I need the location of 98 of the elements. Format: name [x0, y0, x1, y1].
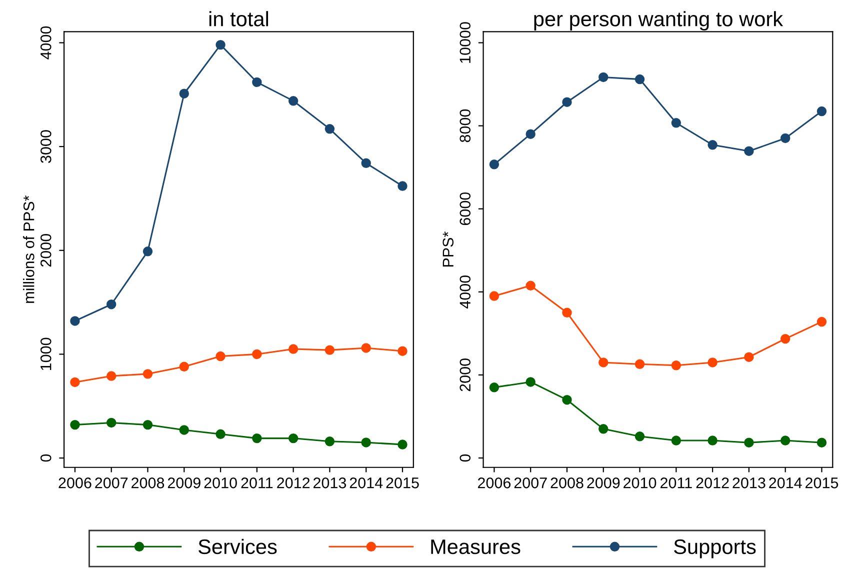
- point: [744, 352, 754, 362]
- point: [324, 124, 335, 134]
- point: [288, 96, 298, 106]
- point: [744, 438, 754, 448]
- point: [216, 40, 226, 50]
- point: [489, 382, 500, 392]
- point: [106, 371, 116, 381]
- x-tick-label: 2006: [478, 477, 511, 488]
- point: [216, 351, 226, 362]
- point: [361, 343, 371, 353]
- y-axis-title: millions of PPS*: [23, 195, 34, 303]
- point: [634, 74, 645, 84]
- point: [70, 420, 80, 430]
- point: [598, 358, 608, 368]
- y-tick-label: 2000: [460, 358, 471, 392]
- x-tick-label: 2008: [550, 477, 584, 488]
- point: [562, 97, 572, 107]
- point: [526, 280, 536, 291]
- y-tick-label: 4000: [40, 26, 52, 60]
- x-tick-label: 2011: [660, 477, 692, 488]
- point: [252, 349, 262, 360]
- point: [816, 316, 827, 327]
- x-tick-label: 2009: [587, 477, 620, 488]
- point: [179, 88, 190, 98]
- x-tick-label: 2008: [132, 477, 164, 488]
- point: [671, 436, 682, 446]
- point: [744, 146, 754, 156]
- x-tick-label: 2006: [58, 477, 92, 488]
- y-tick-label: 3000: [40, 130, 52, 163]
- point: [324, 436, 335, 446]
- y-tick-label: 1000: [40, 338, 52, 370]
- x-tick-label: 2007: [514, 477, 547, 488]
- point: [671, 360, 682, 370]
- point: [398, 346, 408, 356]
- x-tick-label: 2015: [806, 477, 838, 488]
- x-tick-label: 2014: [769, 477, 802, 488]
- y-tick-label: 8000: [460, 109, 471, 142]
- y-tick-label: 6000: [460, 192, 471, 226]
- point: [562, 308, 572, 318]
- point: [816, 106, 827, 116]
- chart-title: per person wanting to work: [534, 11, 784, 30]
- point: [780, 436, 790, 446]
- point: [252, 77, 262, 88]
- point: [598, 72, 608, 82]
- y-tick-label: 2000: [40, 234, 52, 267]
- point: [106, 300, 116, 310]
- x-tick-label: 2014: [350, 477, 383, 488]
- point: [708, 436, 718, 446]
- x-tick-label: 2012: [696, 477, 729, 488]
- point: [70, 316, 80, 326]
- point: [252, 433, 262, 444]
- point: [216, 429, 226, 440]
- point: [398, 181, 408, 191]
- point: [361, 438, 371, 448]
- point: [526, 129, 536, 139]
- point: [816, 438, 827, 448]
- point: [780, 334, 790, 344]
- point: [780, 133, 790, 144]
- point: [671, 118, 682, 128]
- y-tick-label: 10000: [460, 22, 471, 63]
- x-tick-label: 2013: [313, 477, 346, 488]
- point: [361, 158, 371, 168]
- y-tick-label: 4000: [460, 275, 471, 309]
- legend-label: Supports: [674, 539, 756, 558]
- point: [634, 359, 645, 369]
- legend-label: Measures: [431, 540, 520, 554]
- x-tick-label: 2013: [732, 477, 766, 488]
- chart-title: in total: [209, 11, 268, 26]
- x-tick-label: 2009: [168, 477, 200, 488]
- point: [142, 420, 153, 430]
- point: [708, 358, 718, 368]
- legend-label: Services: [198, 538, 277, 554]
- x-tick-label: 2010: [624, 477, 656, 488]
- point: [142, 369, 153, 379]
- point: [70, 377, 80, 388]
- y-axis-title: PPS*: [442, 232, 454, 267]
- point: [708, 140, 718, 150]
- point: [598, 424, 608, 434]
- point: [634, 432, 645, 442]
- point: [288, 433, 298, 444]
- y-tick-label: 0: [460, 454, 471, 462]
- point: [489, 291, 500, 301]
- point: [489, 160, 500, 170]
- point: [398, 440, 408, 450]
- x-tick-label: 2011: [241, 477, 273, 488]
- point: [179, 362, 190, 372]
- point: [106, 418, 116, 428]
- point: [179, 425, 190, 435]
- point: [324, 345, 335, 355]
- x-tick-label: 2015: [386, 477, 419, 488]
- point: [142, 246, 153, 256]
- x-tick-label: 2012: [277, 477, 310, 488]
- x-tick-label: 2007: [95, 477, 128, 488]
- point: [562, 394, 572, 405]
- x-tick-label: 2010: [204, 477, 237, 488]
- point: [288, 344, 298, 354]
- y-tick-label: 0: [40, 454, 52, 462]
- point: [526, 377, 536, 387]
